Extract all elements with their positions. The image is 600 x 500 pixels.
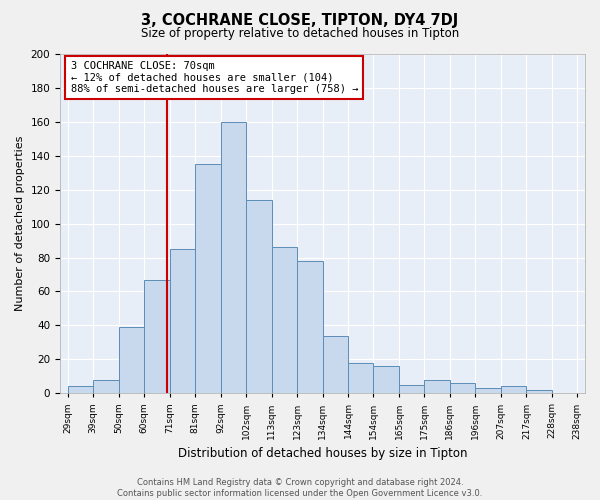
Bar (93, 380, 119, 394)
Bar (221, 122, 246, 394)
Text: 3 COCHRANE CLOSE: 70sqm
← 12% of detached houses are smaller (104)
88% of semi-d: 3 COCHRANE CLOSE: 70sqm ← 12% of detache… (71, 61, 358, 94)
Bar (246, 200, 272, 394)
Bar (170, 249, 195, 394)
Bar (272, 248, 297, 394)
Bar (195, 164, 221, 394)
Bar (323, 336, 348, 394)
Bar (501, 386, 526, 394)
Text: Contains HM Land Registry data © Crown copyright and database right 2024.
Contai: Contains HM Land Registry data © Crown c… (118, 478, 482, 498)
Bar (348, 362, 373, 394)
Text: 3, COCHRANE CLOSE, TIPTON, DY4 7DJ: 3, COCHRANE CLOSE, TIPTON, DY4 7DJ (142, 12, 458, 28)
Bar (424, 380, 450, 394)
Bar (144, 280, 170, 394)
Y-axis label: Number of detached properties: Number of detached properties (15, 136, 25, 312)
Bar (475, 388, 501, 394)
Bar (526, 390, 552, 394)
Bar (399, 385, 424, 394)
Bar (450, 383, 475, 394)
Bar (68, 386, 93, 394)
Bar (373, 366, 399, 394)
Bar (297, 261, 323, 394)
Text: Size of property relative to detached houses in Tipton: Size of property relative to detached ho… (141, 28, 459, 40)
X-axis label: Distribution of detached houses by size in Tipton: Distribution of detached houses by size … (178, 447, 467, 460)
Bar (119, 327, 144, 394)
